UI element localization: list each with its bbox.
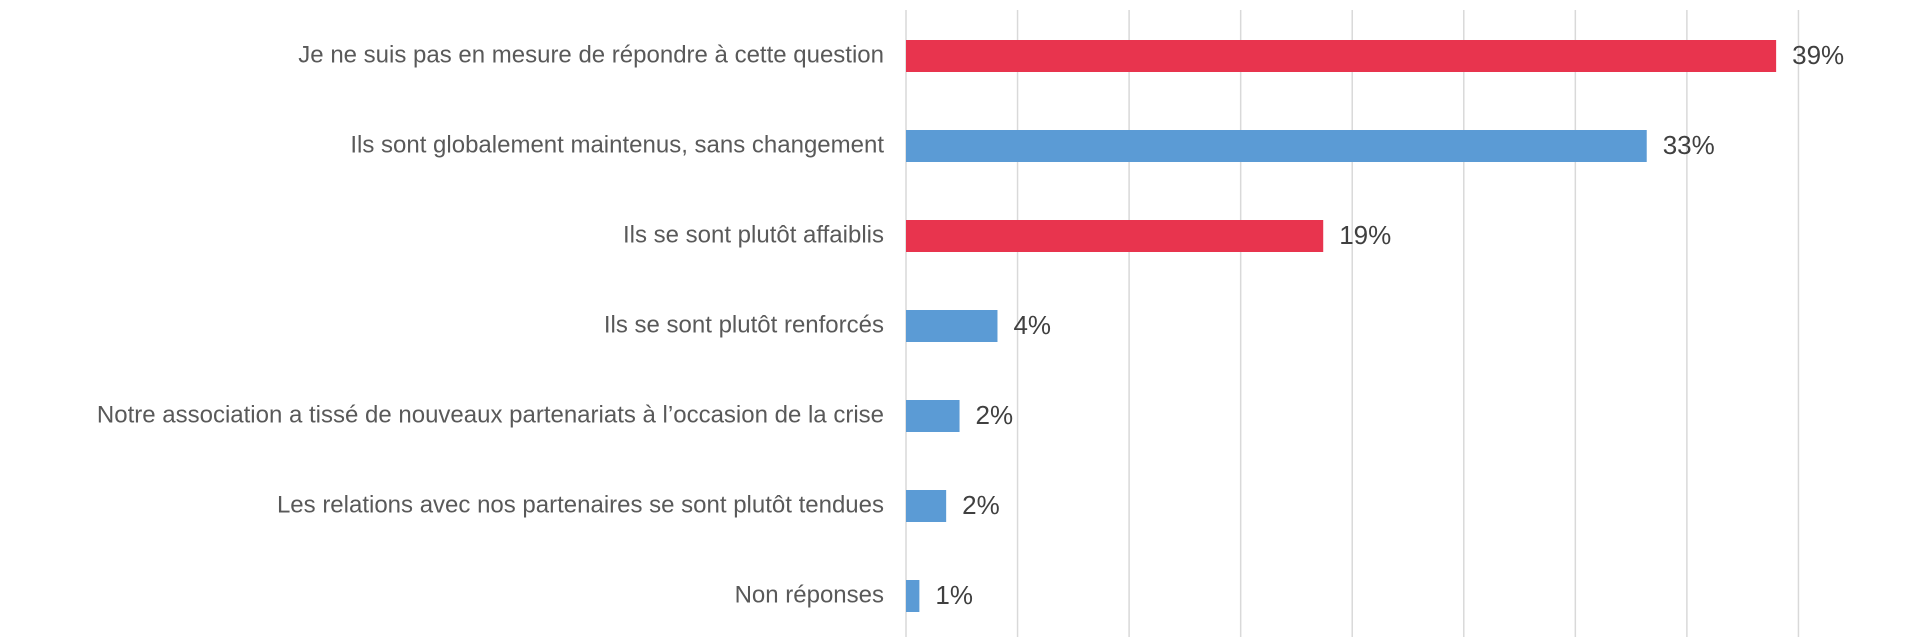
category-label: Ils se sont plutôt affaiblis: [623, 221, 884, 248]
category-label: Non réponses: [735, 581, 884, 608]
data-label: 2%: [962, 490, 1000, 520]
data-label: 4%: [1013, 310, 1051, 340]
category-label: Ils sont globalement maintenus, sans cha…: [350, 131, 884, 158]
data-label: 19%: [1339, 220, 1391, 250]
bar: [906, 580, 920, 612]
category-label: Ils se sont plutôt renforcés: [604, 311, 884, 338]
data-label: 33%: [1663, 130, 1715, 160]
data-label: 39%: [1792, 40, 1844, 70]
category-label: Je ne suis pas en mesure de répondre à c…: [298, 41, 884, 68]
bar: [906, 490, 947, 522]
data-label: 2%: [976, 400, 1014, 430]
bar: [906, 40, 1777, 72]
data-label: 1%: [935, 580, 973, 610]
bar: [906, 400, 960, 432]
category-label: Notre association a tissé de nouveaux pa…: [97, 401, 884, 428]
bar: [906, 310, 998, 342]
bar: [906, 130, 1647, 162]
category-label: Les relations avec nos partenaires se so…: [277, 491, 884, 518]
bar: [906, 220, 1324, 252]
